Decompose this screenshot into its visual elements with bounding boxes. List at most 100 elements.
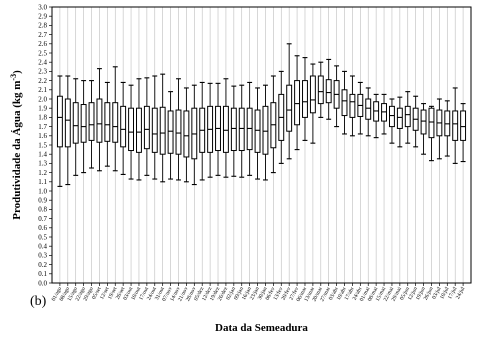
box-iqr [96, 98, 103, 143]
box-iqr [64, 98, 71, 148]
box-item [175, 78, 182, 181]
box-iqr [104, 102, 111, 142]
box-iqr [167, 110, 174, 154]
box-item [128, 84, 135, 180]
y-tick-label: 1.1 [38, 178, 47, 186]
y-tick-label: 0.1 [38, 270, 47, 278]
box-item [278, 70, 285, 164]
y-tick-label: 1.8 [38, 114, 47, 122]
y-tick-label: 2.7 [38, 31, 47, 39]
box-item [72, 78, 79, 176]
box-iqr [396, 107, 403, 129]
box-item [159, 73, 166, 183]
x-axis-title: Data da Semeadura [215, 322, 308, 334]
box-series [56, 43, 467, 187]
box-iqr [452, 110, 459, 141]
box-iqr [420, 109, 427, 135]
x-tick-label: 10/jul [439, 286, 451, 301]
y-tick-label: 1.4 [38, 151, 47, 159]
box-item [222, 78, 229, 178]
x-tick-label: 23/jan [249, 286, 261, 301]
y-tick-label: 1.3 [38, 160, 47, 168]
box-iqr [159, 106, 166, 155]
box-iqr [428, 107, 435, 139]
box-item [167, 91, 174, 180]
y-tick-label: 1.7 [38, 123, 47, 131]
box-item [365, 87, 372, 137]
box-item [80, 80, 87, 174]
box-item [254, 87, 261, 180]
box-item [215, 82, 221, 176]
x-tick-label: 03/jul [431, 286, 443, 301]
box-item [357, 81, 364, 135]
x-tick-label: 19/set [107, 286, 119, 301]
box-iqr [349, 93, 356, 118]
y-tick-label: 1.0 [38, 187, 47, 195]
box-item [333, 65, 340, 128]
box-item [120, 81, 127, 175]
y-tick-label: 2.9 [38, 13, 47, 21]
box-item [381, 93, 387, 135]
box-iqr [230, 107, 237, 152]
x-axis-ticks: 01/ago08/ago15/ago22/ago29/ago05/set12/s… [51, 283, 467, 303]
box-item [460, 103, 467, 163]
x-tick-label: 26/set [115, 286, 127, 301]
box-item [207, 82, 214, 178]
y-tick-label: 0.9 [38, 197, 47, 205]
box-item [286, 43, 293, 160]
box-iqr [388, 105, 395, 128]
y-axis-title: Produtividade da Água (kg m-3) [9, 70, 24, 220]
x-tick-label: 10/abr [336, 286, 348, 301]
box-item [238, 84, 245, 178]
box-iqr [56, 95, 63, 148]
box-iqr [120, 105, 127, 148]
box-item [56, 75, 63, 187]
y-tick-label: 2.5 [38, 49, 47, 57]
x-tick-label: 05/set [91, 286, 103, 301]
box-item [388, 98, 395, 144]
box-iqr [88, 102, 95, 141]
y-tick-label: 1.6 [38, 132, 47, 140]
box-iqr [286, 84, 293, 132]
y-tick-label: 2.2 [38, 77, 47, 85]
box-iqr [325, 79, 332, 104]
box-item [302, 57, 308, 141]
box-item [452, 87, 459, 164]
box-item [341, 70, 348, 135]
x-tick-label: 03/abr [328, 286, 340, 301]
y-tick-label: 2.3 [38, 68, 47, 76]
box-item [325, 58, 332, 120]
y-tick-label: 0.6 [38, 224, 47, 232]
box-item [412, 95, 419, 148]
box-item [136, 78, 142, 181]
box-item [199, 81, 206, 181]
x-tick-label: 09/jan [233, 286, 245, 301]
box-item [444, 100, 451, 157]
box-iqr [262, 105, 269, 155]
box-item [373, 93, 380, 139]
box-item [64, 75, 71, 186]
y-tick-label: 0.0 [38, 279, 47, 287]
box-item [96, 68, 103, 172]
box-iqr [183, 110, 190, 158]
box-iqr [112, 102, 119, 143]
y-tick-label: 1.9 [38, 105, 47, 113]
box-iqr [222, 105, 229, 153]
box-iqr [365, 98, 372, 120]
x-tick-label: 30/jan [257, 286, 269, 301]
x-tick-label: 24/abr [352, 286, 364, 301]
box-item [112, 66, 119, 172]
box-item [191, 84, 198, 186]
box-iqr [175, 109, 182, 155]
box-iqr [72, 102, 79, 144]
box-item [104, 81, 111, 167]
box-item [317, 61, 324, 118]
y-tick-label: 2.8 [38, 22, 47, 30]
box-item [294, 55, 301, 151]
y-axis-ticks: 0.00.10.20.30.40.50.60.70.80.91.01.11.21… [38, 3, 52, 287]
panel-label: (b) [30, 294, 47, 309]
x-tick-label: 16/jan [241, 286, 253, 301]
box-item [230, 85, 237, 177]
box-iqr [136, 107, 142, 153]
y-tick-label: 0.2 [38, 261, 47, 269]
